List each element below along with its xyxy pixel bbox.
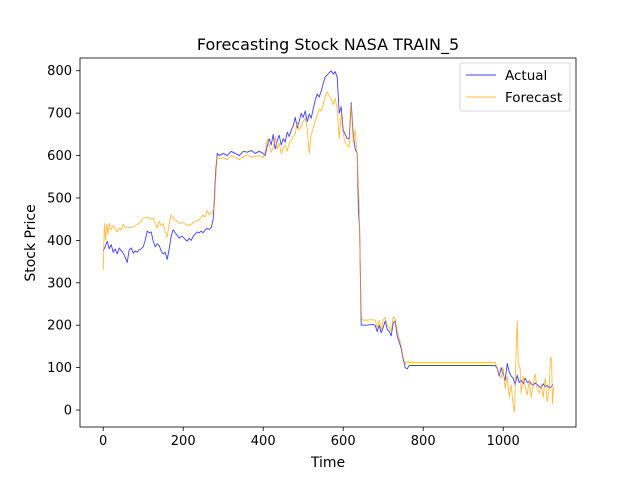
x-axis-label: Time — [310, 455, 345, 471]
series-layer — [102, 70, 555, 413]
y-tick-label: 300 — [47, 276, 72, 291]
x-tick-label: 400 — [251, 434, 276, 449]
y-tick-label: 800 — [47, 64, 72, 79]
y-tick-label: 200 — [47, 319, 72, 334]
x-tick-label: 800 — [411, 434, 436, 449]
chart-title: Forecasting Stock NASA TRAIN_5 — [197, 35, 459, 55]
y-tick-label: 500 — [47, 191, 72, 206]
x-tick-label: 600 — [331, 434, 356, 449]
y-tick-label: 700 — [47, 107, 72, 122]
series-line-actual — [102, 70, 554, 389]
y-tick-label: 0 — [64, 404, 72, 419]
axes-layer: 0 200 400 600 800 1000 0 100 200 300 400 500 600 700 8… — [47, 57, 577, 449]
y-tick-label: 400 — [47, 234, 72, 249]
legend-label-actual: Actual — [505, 68, 547, 84]
x-tick-label: 200 — [171, 434, 196, 449]
legend-label-forecast: Forecast — [505, 90, 562, 106]
legend: Actual Forecast — [459, 62, 571, 112]
plot-area — [80, 58, 576, 427]
y-tick-label: 600 — [47, 149, 72, 164]
x-tick-label: 0 — [99, 434, 107, 449]
y-axis-label: Stock Price — [23, 204, 39, 281]
y-tick-label: 100 — [47, 361, 72, 376]
x-tick-label: 1000 — [487, 434, 520, 449]
axes-frame — [79, 57, 577, 428]
series-line-forecast — [102, 91, 555, 413]
